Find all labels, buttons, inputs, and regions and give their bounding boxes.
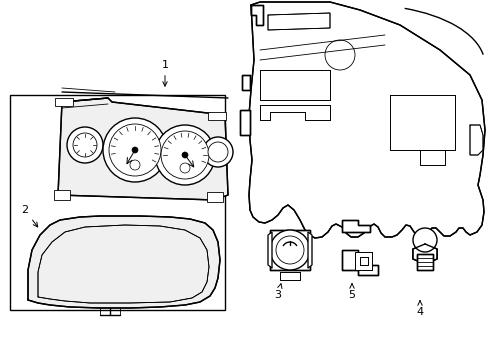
Text: 2: 2 (21, 205, 38, 227)
Text: 1: 1 (161, 60, 168, 86)
Text: 5: 5 (348, 284, 355, 300)
Polygon shape (341, 250, 377, 275)
Circle shape (73, 133, 97, 157)
Circle shape (109, 124, 161, 176)
Polygon shape (307, 232, 311, 268)
Circle shape (325, 40, 354, 70)
Circle shape (180, 163, 190, 173)
Polygon shape (354, 252, 371, 270)
Polygon shape (267, 232, 271, 268)
Polygon shape (242, 75, 249, 90)
Polygon shape (416, 254, 432, 270)
Polygon shape (58, 98, 227, 200)
Polygon shape (469, 125, 482, 155)
Circle shape (207, 142, 227, 162)
Circle shape (103, 118, 167, 182)
Polygon shape (280, 272, 299, 280)
Polygon shape (267, 13, 329, 30)
Circle shape (155, 125, 215, 185)
Bar (55, 98, 73, 106)
Polygon shape (269, 230, 309, 270)
Polygon shape (419, 150, 444, 165)
Polygon shape (260, 105, 329, 120)
Polygon shape (240, 110, 249, 135)
Polygon shape (389, 95, 454, 150)
Circle shape (67, 127, 103, 163)
Circle shape (132, 147, 138, 153)
Bar (206, 192, 223, 202)
Polygon shape (341, 220, 369, 232)
Circle shape (203, 137, 232, 167)
Circle shape (182, 152, 187, 158)
Text: 3: 3 (274, 284, 282, 300)
Circle shape (269, 230, 309, 270)
Text: 4: 4 (416, 301, 423, 317)
Circle shape (412, 228, 436, 252)
Polygon shape (359, 257, 367, 265)
Bar (207, 112, 225, 120)
Polygon shape (260, 70, 329, 100)
Polygon shape (250, 5, 263, 25)
Circle shape (161, 131, 208, 179)
Circle shape (275, 236, 304, 264)
Polygon shape (412, 244, 436, 264)
Bar (10, 95, 224, 310)
Bar (54, 190, 70, 200)
Polygon shape (28, 216, 220, 308)
Circle shape (130, 160, 140, 170)
Polygon shape (248, 2, 484, 238)
